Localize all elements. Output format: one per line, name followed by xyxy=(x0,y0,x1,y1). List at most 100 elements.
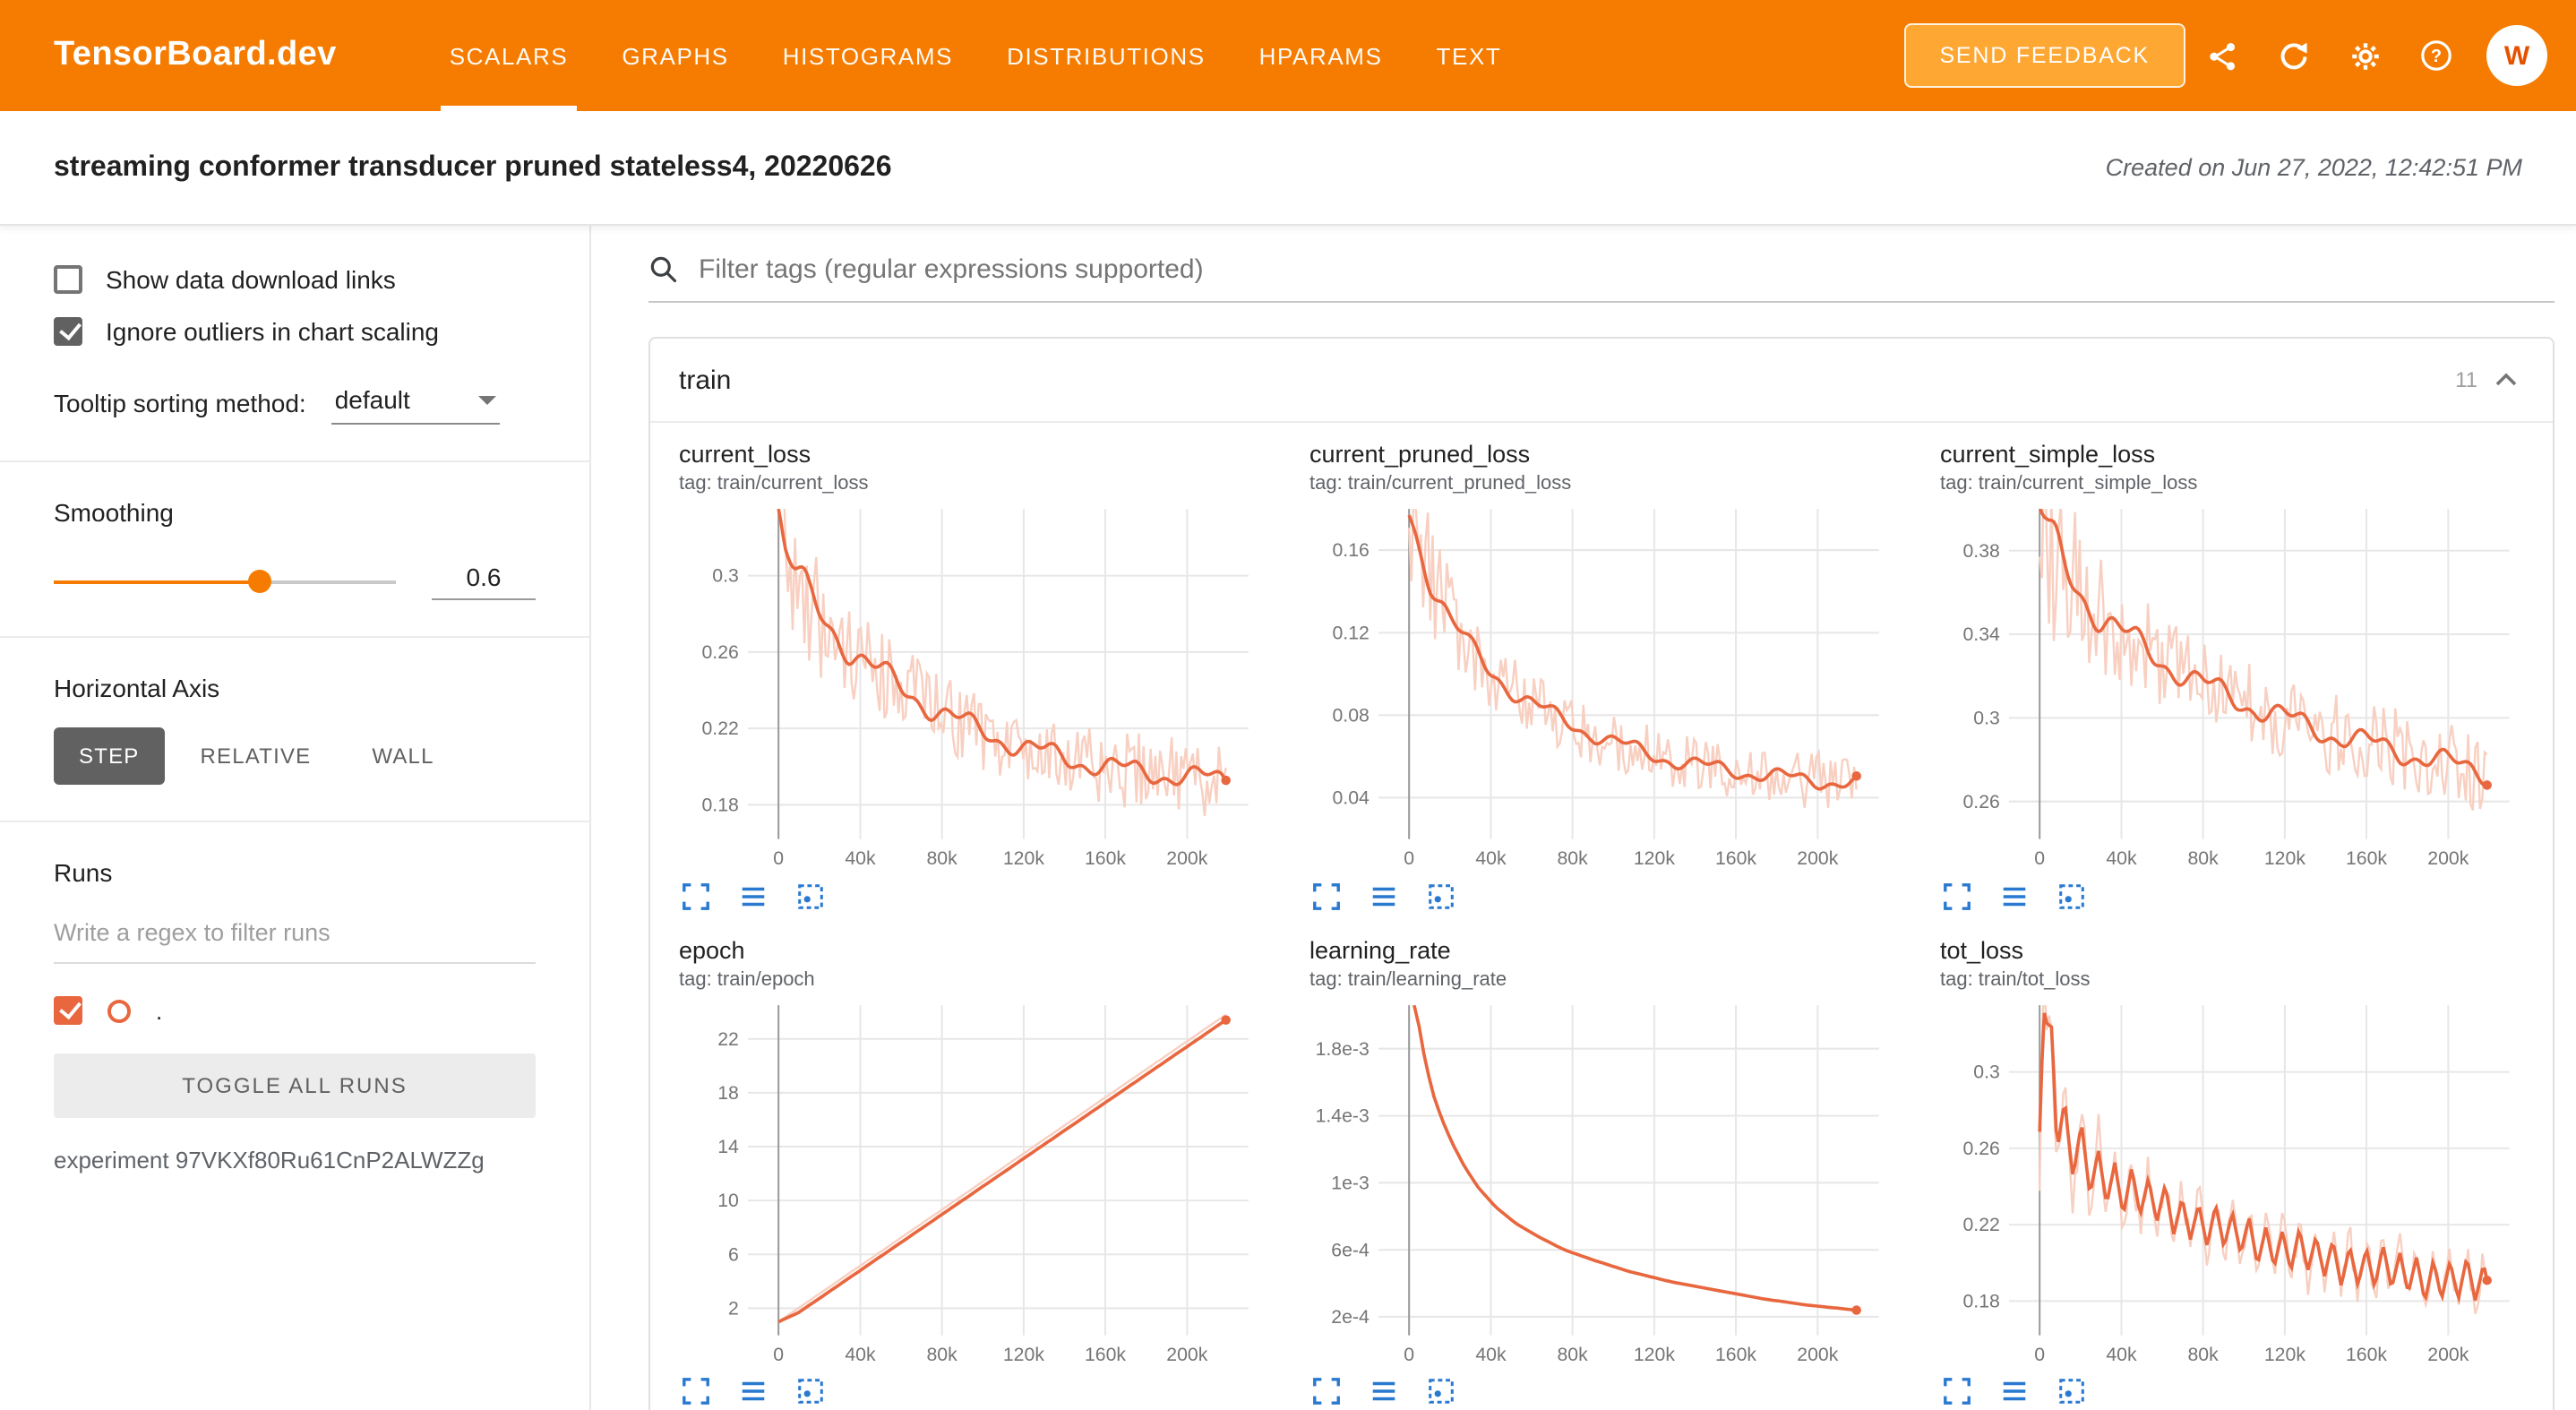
fit-domain-icon[interactable] xyxy=(795,1376,826,1406)
fit-domain-icon[interactable] xyxy=(2057,1376,2087,1406)
svg-text:40k: 40k xyxy=(2106,1343,2137,1364)
svg-text:0: 0 xyxy=(1404,847,1414,869)
expand-chart-icon[interactable] xyxy=(1942,1376,1972,1406)
chart-title: current_simple_loss xyxy=(1940,441,2156,468)
scalar-line-chart[interactable]: 0.18 0.22 0.26 0.3 0 40k 80k 120k 160k 200k xyxy=(679,502,1263,875)
chart-card: tot_loss tag: train/tot_loss 0.18 0.22 0.2… xyxy=(1940,936,2524,1406)
svg-text:0.38: 0.38 xyxy=(1962,540,1999,562)
ignore-outliers-label: Ignore outliers in chart scaling xyxy=(106,317,439,346)
tab-hparams[interactable]: HPARAMS xyxy=(1258,42,1383,69)
chart-card: current_simple_loss tag: train/current_s… xyxy=(1940,441,2524,911)
svg-text:2: 2 xyxy=(728,1297,739,1319)
tab-distributions[interactable]: DISTRIBUTIONS xyxy=(1007,42,1206,69)
run-color-circle[interactable] xyxy=(107,999,131,1022)
view-data-icon[interactable] xyxy=(738,1376,769,1406)
svg-text:160k: 160k xyxy=(1715,1343,1756,1364)
show-download-links-checkbox[interactable] xyxy=(54,265,82,294)
run-checkbox[interactable] xyxy=(54,996,82,1025)
svg-text:40k: 40k xyxy=(845,1343,876,1364)
view-data-icon[interactable] xyxy=(738,881,769,911)
svg-text:1.4e-3: 1.4e-3 xyxy=(1316,1105,1370,1126)
tag-filter-input[interactable] xyxy=(699,254,2555,285)
chart-title: current_pruned_loss xyxy=(1309,441,1531,468)
svg-text:120k: 120k xyxy=(1003,847,1044,869)
svg-text:1.8e-3: 1.8e-3 xyxy=(1316,1037,1370,1059)
svg-text:0.22: 0.22 xyxy=(1962,1213,1999,1234)
smoothing-value-input[interactable]: 0.6 xyxy=(432,563,536,600)
share-icon[interactable] xyxy=(2185,20,2257,91)
tab-histograms[interactable]: HISTOGRAMS xyxy=(782,42,954,69)
train-group-header[interactable]: train 11 xyxy=(650,339,2553,423)
charts-grid: current_loss tag: train/current_loss 0.1… xyxy=(650,423,2553,1410)
svg-text:6: 6 xyxy=(728,1242,739,1264)
chart-card: current_pruned_loss tag: train/current_p… xyxy=(1309,441,1893,911)
show-download-links-label: Show data download links xyxy=(106,265,396,294)
view-data-icon[interactable] xyxy=(1999,881,2030,911)
divider xyxy=(0,636,589,638)
svg-text:22: 22 xyxy=(717,1027,739,1049)
chart-title: epoch xyxy=(679,936,745,964)
view-data-icon[interactable] xyxy=(1999,1376,2030,1406)
expand-chart-icon[interactable] xyxy=(681,881,711,911)
tab-text[interactable]: TEXT xyxy=(1436,42,1502,69)
svg-text:40k: 40k xyxy=(1475,1343,1507,1364)
chart-tag: tag: train/current_loss xyxy=(679,473,869,494)
svg-text:0.16: 0.16 xyxy=(1332,539,1369,561)
chart-tag: tag: train/tot_loss xyxy=(1940,968,2091,991)
tooltip-sorting-value: default xyxy=(334,385,410,414)
svg-text:120k: 120k xyxy=(2264,847,2306,869)
svg-text:80k: 80k xyxy=(1557,1343,1588,1364)
svg-text:0: 0 xyxy=(1404,1343,1414,1364)
refresh-icon[interactable] xyxy=(2257,20,2329,91)
runs-filter-input[interactable] xyxy=(54,908,536,964)
axis-wall-button[interactable]: WALL xyxy=(347,727,459,785)
slider-knob[interactable] xyxy=(247,570,271,593)
svg-text:120k: 120k xyxy=(1003,1343,1044,1364)
tensorboard-logo[interactable]: TensorBoard.dev xyxy=(54,36,337,73)
expand-chart-icon[interactable] xyxy=(1942,881,1972,911)
collapse-group-icon[interactable] xyxy=(2488,362,2524,398)
scalar-line-chart[interactable]: 0.26 0.3 0.34 0.38 0 40k 80k 120k 160k 200k xyxy=(1940,502,2524,875)
chart-tag: tag: train/learning_rate xyxy=(1309,968,1507,991)
expand-chart-icon[interactable] xyxy=(1311,881,1342,911)
svg-text:1e-3: 1e-3 xyxy=(1331,1172,1370,1193)
svg-text:0.34: 0.34 xyxy=(1962,623,2000,645)
scalar-line-chart[interactable]: 2e-4 6e-4 1e-3 1.4e-3 1.8e-3 0 40k 80k 120k 160k 2… xyxy=(1309,997,1893,1371)
svg-text:0: 0 xyxy=(2034,847,2045,869)
fit-domain-icon[interactable] xyxy=(795,881,826,911)
smoothing-slider[interactable] xyxy=(54,570,396,593)
top-app-bar: TensorBoard.dev SCALARS GRAPHS HISTOGRAM… xyxy=(0,0,2576,111)
user-avatar[interactable]: W xyxy=(2486,25,2547,86)
axis-step-button[interactable]: STEP xyxy=(54,727,165,785)
view-data-icon[interactable] xyxy=(1369,1376,1399,1406)
svg-text:40k: 40k xyxy=(1475,847,1507,869)
scalar-line-chart[interactable]: 0.04 0.08 0.12 0.16 0 40k 80k 120k 160k 200k xyxy=(1309,502,1893,875)
send-feedback-button[interactable]: SEND FEEDBACK xyxy=(1903,23,2185,88)
expand-chart-icon[interactable] xyxy=(681,1376,711,1406)
tooltip-sorting-select[interactable]: default xyxy=(331,382,500,425)
scalar-line-chart[interactable]: 0.18 0.22 0.26 0.3 0 40k 80k 120k 160k 200k xyxy=(1940,997,2524,1371)
view-data-icon[interactable] xyxy=(1369,881,1399,911)
smoothing-label: Smoothing xyxy=(54,498,174,527)
fit-domain-icon[interactable] xyxy=(1426,1376,1456,1406)
fit-domain-icon[interactable] xyxy=(2057,881,2087,911)
expand-chart-icon[interactable] xyxy=(1311,1376,1342,1406)
svg-text:0.3: 0.3 xyxy=(712,565,739,587)
fit-domain-icon[interactable] xyxy=(1426,881,1456,911)
svg-text:0.04: 0.04 xyxy=(1332,787,1370,809)
svg-text:160k: 160k xyxy=(2346,847,2387,869)
svg-text:200k: 200k xyxy=(2427,1343,2469,1364)
toggle-all-runs-button[interactable]: TOGGLE ALL RUNS xyxy=(54,1053,536,1118)
svg-text:14: 14 xyxy=(717,1135,739,1156)
tab-graphs[interactable]: GRAPHS xyxy=(622,42,729,69)
chart-tag: tag: train/current_pruned_loss xyxy=(1309,473,1572,494)
settings-sidebar: Show data download links Ignore outliers… xyxy=(0,226,591,1410)
tab-scalars[interactable]: SCALARS xyxy=(423,0,596,111)
help-icon[interactable]: ? xyxy=(2400,20,2472,91)
search-icon xyxy=(648,254,679,285)
settings-gear-icon[interactable] xyxy=(2329,20,2400,91)
axis-relative-button[interactable]: RELATIVE xyxy=(176,727,337,785)
ignore-outliers-checkbox[interactable] xyxy=(54,317,82,346)
scalar-line-chart[interactable]: 2 6 10 14 18 22 0 40k 80k 120k 160k 200k xyxy=(679,997,1263,1371)
